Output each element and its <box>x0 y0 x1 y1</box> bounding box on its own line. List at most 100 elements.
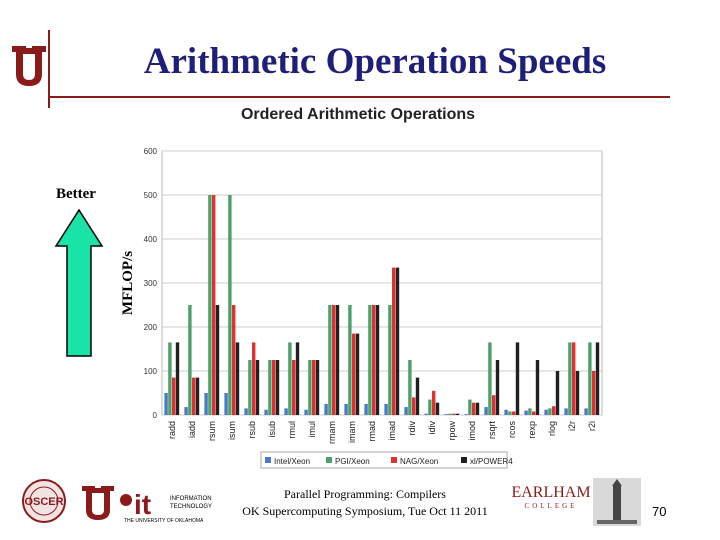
ou-logo-small <box>82 486 114 520</box>
x-tick-label: rlog <box>547 421 557 436</box>
bar-xl-power4-rmul <box>295 342 300 415</box>
bar-nag-xeon-imul <box>312 360 316 415</box>
y-tick-label: 300 <box>144 279 158 288</box>
bar-intel-xeon-rdiv <box>404 407 408 415</box>
earlham-logo-sub: COLLEGE <box>525 502 578 510</box>
oscer-logo-text: OSCER <box>24 496 63 508</box>
bar-nag-xeon-rexp <box>532 411 536 415</box>
bar-pgi-xeon-r2i <box>588 342 592 415</box>
bar-xl-power4-imul <box>315 360 320 415</box>
bar-xl-power4-isub <box>275 360 280 415</box>
better-up-arrow-icon <box>54 208 104 357</box>
bar-intel-xeon-rmad <box>364 404 368 415</box>
bar-nag-xeon-isub <box>272 360 276 415</box>
bar-nag-xeon-rmul <box>292 360 296 415</box>
bar-xl-power4-rmad <box>375 305 380 415</box>
legend-swatch <box>461 457 467 463</box>
bar-nag-xeon-rlog <box>552 406 556 415</box>
tower-photo <box>593 478 641 526</box>
x-tick-label: rsum <box>207 421 217 441</box>
bar-pgi-xeon-rsub <box>248 360 252 415</box>
bar-nag-xeon-rpow <box>452 413 456 415</box>
better-label: Better <box>56 186 96 202</box>
footer-course-title: Parallel Programming: Compilers <box>284 487 446 501</box>
bar-intel-xeon-rlog <box>544 409 548 415</box>
x-tick-label: idiv <box>427 421 437 435</box>
bar-pgi-xeon-rsum <box>208 195 212 415</box>
bar-pgi-xeon-imul <box>308 360 312 415</box>
bar-xl-power4-imam <box>355 333 360 415</box>
bar-intel-xeon-rexp <box>524 410 528 415</box>
x-tick-label: r2i <box>587 421 597 431</box>
it-logo-line1: INFORMATION <box>170 496 212 502</box>
x-tick-label: imad <box>387 421 397 441</box>
bar-intel-xeon-iadd <box>184 407 188 415</box>
bar-xl-power4-rmam <box>335 305 340 415</box>
bar-pgi-xeon-rlog <box>548 408 552 415</box>
bar-intel-xeon-rsub <box>244 408 248 415</box>
bar-pgi-xeon-i2r <box>568 342 572 415</box>
bar-pgi-xeon-imod <box>468 399 472 415</box>
bar-intel-xeon-isum <box>224 393 228 415</box>
bar-nag-xeon-rsub <box>252 342 256 415</box>
bar-xl-power4-imod <box>475 402 480 415</box>
y-tick-label: 200 <box>144 323 158 332</box>
legend-label: NAG/Xeon <box>400 457 438 466</box>
bar-xl-power4-rpow <box>455 413 460 415</box>
bar-nag-xeon-iadd <box>192 377 196 415</box>
slide-title: Arithmetic Operation Speeds <box>143 41 607 82</box>
bar-xl-power4-rdiv <box>415 377 420 415</box>
ou-logo <box>12 46 46 86</box>
bar-intel-xeon-rmul <box>284 408 288 415</box>
bar-pgi-xeon-isub <box>268 360 272 415</box>
bar-xl-power4-idiv <box>435 402 440 415</box>
page-number: 70 <box>652 504 667 519</box>
x-tick-label: rdiv <box>407 421 417 436</box>
bar-intel-xeon-rpow <box>444 414 448 415</box>
bar-intel-xeon-rmam <box>324 404 328 415</box>
x-tick-label: rmul <box>287 421 297 439</box>
bar-xl-power4-rsub <box>255 360 260 415</box>
bar-chart: Ordered Arithmetic Operations MFLOP/s 0 1… <box>120 106 603 469</box>
bar-nag-xeon-i2r <box>572 342 576 415</box>
y-tick-label: 100 <box>144 367 158 376</box>
legend-swatch <box>265 457 271 463</box>
bar-xl-power4-rlog <box>555 371 560 415</box>
bar-nag-xeon-radd <box>172 377 176 415</box>
bar-pgi-xeon-radd <box>168 342 172 415</box>
bar-nag-xeon-rmam <box>332 305 336 415</box>
oscer-logo: OSCER <box>22 479 66 523</box>
bar-xl-power4-rsum <box>215 305 220 415</box>
x-tick-label: imam <box>347 421 357 443</box>
bar-pgi-xeon-rsqrt <box>488 342 492 415</box>
it-logo: it INFORMATION TECHNOLOGY THE UNIVERSITY… <box>120 489 212 524</box>
x-tick-label: rsub <box>247 421 257 439</box>
bar-nag-xeon-rcos <box>512 411 516 415</box>
legend-swatch <box>326 457 332 463</box>
x-tick-label: rexp <box>527 421 537 439</box>
bar-pgi-xeon-rmam <box>328 305 332 415</box>
bar-nag-xeon-imod <box>472 402 476 415</box>
earlham-logo: EARLHAM COLLEGE <box>511 484 590 510</box>
x-tick-label: isum <box>227 421 237 440</box>
bar-intel-xeon-radd <box>164 393 168 415</box>
y-tick-label: 0 <box>153 411 158 420</box>
x-tick-label: i2r <box>567 421 577 431</box>
legend-swatch <box>391 457 397 463</box>
bar-pgi-xeon-imad <box>388 305 392 415</box>
x-tick-label: imul <box>307 421 317 438</box>
bar-nag-xeon-rdiv <box>412 397 416 415</box>
bar-pgi-xeon-rcos <box>508 411 512 415</box>
bar-nag-xeon-idiv <box>432 390 436 415</box>
it-logo-line2: TECHNOLOGY <box>170 504 212 510</box>
legend-label: xl/POWER4 <box>470 457 513 466</box>
bar-pgi-xeon-rdiv <box>408 360 412 415</box>
bar-xl-power4-iadd <box>195 377 200 415</box>
bar-pgi-xeon-rmul <box>288 342 292 415</box>
x-tick-label: imod <box>467 421 477 441</box>
legend-label: Intel/Xeon <box>274 457 310 466</box>
bar-nag-xeon-isum <box>232 305 236 415</box>
bar-nag-xeon-r2i <box>592 371 596 415</box>
bar-intel-xeon-imam <box>344 404 348 415</box>
bar-pgi-xeon-rexp <box>528 408 532 415</box>
